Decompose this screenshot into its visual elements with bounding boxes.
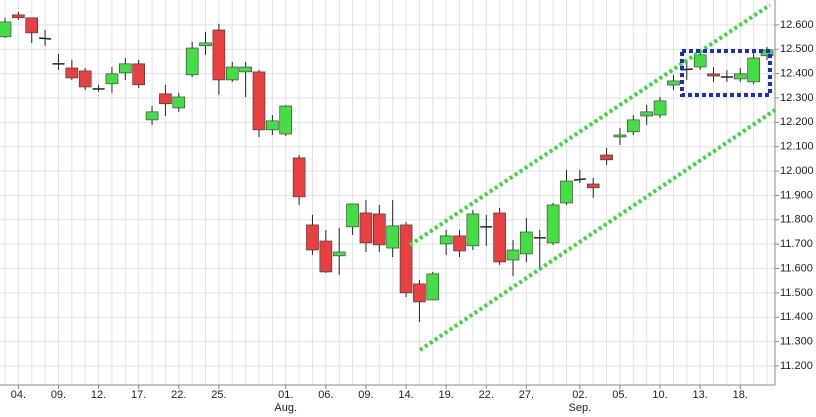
candle-body [586, 183, 600, 189]
x-tick-label: 22. [479, 389, 494, 401]
candle-body [39, 37, 52, 40]
candle-body [399, 224, 413, 294]
x-tick-label: 17. [131, 389, 146, 401]
y-tick-label: 11.300 [780, 336, 813, 348]
candle-body [573, 178, 586, 181]
x-tick-label: 04. [11, 389, 26, 401]
candles [0, 11, 774, 322]
candle-body [359, 212, 373, 244]
y-tick-label: 11.500 [780, 287, 813, 299]
candle-body [386, 225, 399, 249]
candle-body [520, 231, 533, 255]
candle-body [0, 21, 12, 38]
candle-body [119, 63, 132, 74]
x-tick-label: 27. [519, 389, 534, 401]
candle-body [493, 212, 506, 263]
candle-body [653, 100, 667, 116]
x-tick-label: 13. [693, 389, 708, 401]
candle-body [319, 240, 333, 273]
candle-body [279, 105, 293, 135]
x-tick-label: 14. [398, 389, 413, 401]
candle-body [439, 235, 453, 245]
candle-body [105, 73, 119, 85]
candle-body [413, 283, 426, 303]
x-tick-label: 25. [211, 389, 226, 401]
candle-body [546, 204, 560, 244]
candle-body [373, 213, 386, 246]
candle-body [25, 17, 39, 34]
candle-body [640, 111, 653, 117]
x-tick-label: 06. [318, 389, 333, 401]
x-tick-label: 09. [51, 389, 66, 401]
month-label: Aug. [274, 402, 297, 414]
candle-body [667, 80, 680, 86]
candle-body [65, 67, 79, 79]
candle-body [346, 203, 359, 228]
candle-body [426, 273, 440, 301]
candle-body [145, 111, 159, 121]
candle-body [306, 224, 319, 251]
y-tick-label: 12.400 [780, 67, 814, 79]
candle-body [266, 120, 279, 131]
candle-body [159, 93, 172, 105]
y-tick-label: 12.600 [780, 19, 814, 31]
candle-body [212, 29, 226, 81]
x-tick-label: 02. [572, 389, 587, 401]
x-tick-label: 22. [171, 389, 186, 401]
channel-upper [408, 3, 772, 247]
grid [0, 0, 775, 385]
y-tick-label: 11.200 [780, 360, 813, 372]
candle-body [707, 73, 720, 77]
y-tick-label: 12.000 [780, 165, 814, 177]
candle-body [132, 63, 145, 86]
candle-body [252, 71, 266, 131]
y-tick-label: 11.600 [780, 262, 813, 274]
x-tick-label: 05. [612, 389, 627, 401]
candle-body [627, 119, 640, 133]
candle-body [733, 73, 747, 80]
x-tick-label: 10. [652, 389, 667, 401]
month-label: Sep. [569, 402, 592, 414]
candle-body [693, 54, 707, 68]
trend-channel [408, 3, 777, 352]
candle-body [172, 96, 186, 109]
y-tick-label: 11.900 [780, 189, 813, 201]
candle-body [560, 180, 573, 204]
x-tick-label: 09. [358, 389, 373, 401]
candle-body [225, 66, 239, 81]
candle-body [466, 213, 480, 247]
candle-body [600, 154, 613, 161]
y-tick-label: 12.100 [780, 141, 814, 153]
candle-body [453, 235, 466, 252]
y-tick-label: 12.300 [780, 92, 814, 104]
candle-body [185, 47, 199, 76]
y-tick-label: 12.500 [780, 43, 814, 55]
candle-body [239, 66, 252, 73]
candle-body [199, 42, 212, 47]
range-box [680, 49, 772, 97]
candle-body [747, 57, 760, 83]
candle-body [292, 157, 306, 198]
x-tick-label: 12. [91, 389, 106, 401]
y-tick-label: 12.200 [780, 116, 814, 128]
x-tick-label: 01. [278, 389, 293, 401]
candle-body [78, 70, 92, 88]
candle-body [332, 251, 346, 257]
x-tick-label: 18. [733, 389, 748, 401]
candle-body [506, 249, 520, 261]
candle-body [613, 134, 627, 138]
x-tick-label: 19. [439, 389, 454, 401]
candle-body [12, 14, 25, 19]
y-tick-label: 11.400 [780, 311, 813, 323]
y-tick-label: 11.800 [780, 214, 813, 226]
y-tick-label: 11.700 [780, 238, 813, 250]
